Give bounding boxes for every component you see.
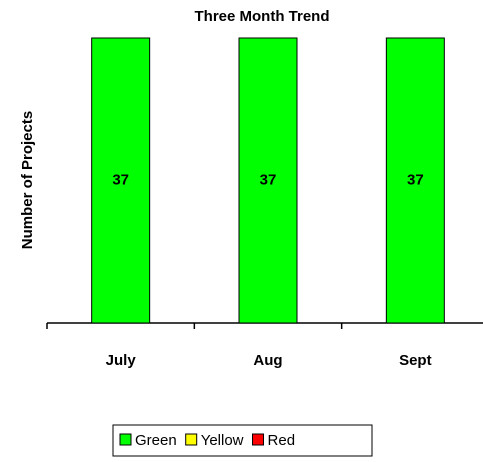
data-label: 37 [407, 171, 424, 188]
y-axis-label: Number of Projects [19, 111, 36, 249]
bar-segment [238, 37, 298, 324]
legend-label: Yellow [201, 432, 244, 449]
chart-title: Three Month Trend [195, 8, 330, 25]
data-label: 37 [112, 171, 129, 188]
legend-swatch [119, 433, 132, 446]
legend-label: Red [268, 432, 296, 449]
x-tick-label: July [106, 352, 137, 369]
legend-box [112, 424, 373, 457]
legend-label: Green [135, 432, 177, 449]
x-tick-label: Sept [399, 352, 432, 369]
data-label: 37 [260, 171, 277, 188]
x-tick-label: Aug [253, 352, 282, 369]
legend-swatch [252, 433, 265, 446]
bar-segment [385, 37, 445, 324]
legend-swatch [185, 433, 198, 446]
bar-segment [91, 37, 151, 324]
